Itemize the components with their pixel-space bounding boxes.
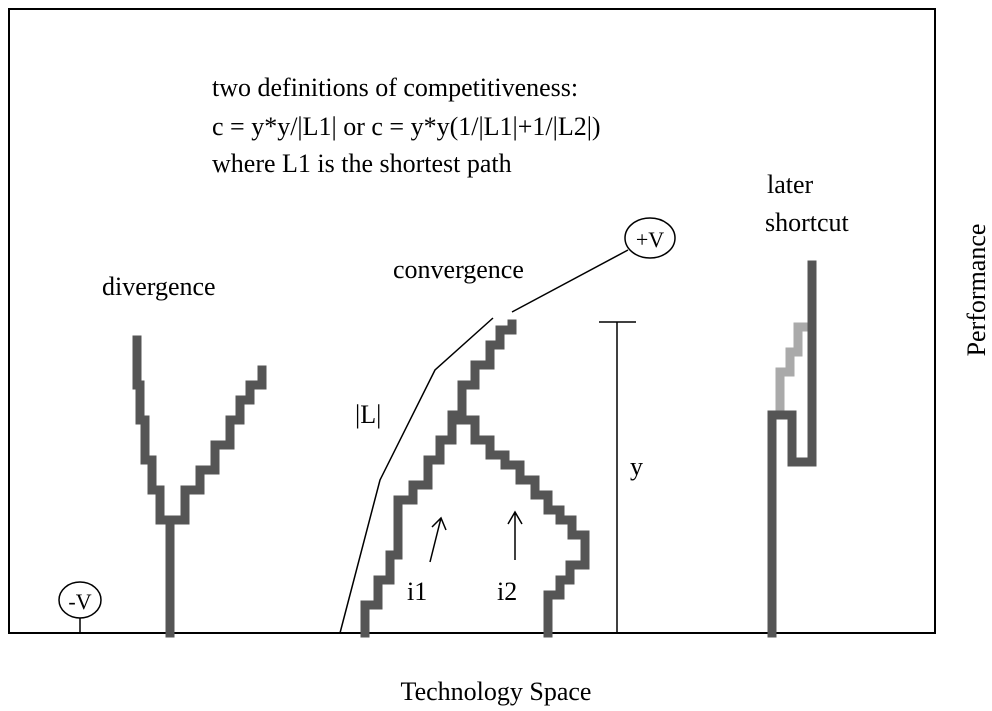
convergence-path — [455, 415, 590, 638]
convergence-path — [360, 319, 517, 638]
definition-line: two definitions of competitiveness: — [212, 73, 578, 102]
label: later — [767, 170, 814, 199]
y-axis-label: Performance — [962, 224, 991, 357]
label: convergence — [393, 255, 524, 284]
label: divergence — [102, 272, 216, 301]
divergence-path — [132, 335, 175, 638]
minus-v-circle — [58, 581, 102, 619]
label: -V — [68, 589, 91, 614]
label: |L| — [355, 400, 381, 429]
frame — [8, 8, 936, 634]
label: i2 — [497, 577, 517, 606]
arrow — [429, 516, 447, 563]
x-axis-label: Technology Space — [401, 677, 592, 706]
definition-line: c = y*y/|L1| or c = y*y(1/|L1|+1/|L2|) — [212, 112, 601, 141]
plus-v-line — [511, 249, 629, 313]
shortcut-path — [775, 322, 810, 412]
arrow — [507, 510, 523, 560]
label: shortcut — [765, 208, 850, 237]
length-line — [339, 317, 494, 634]
label: y — [630, 452, 643, 481]
definition-line: where L1 is the shortest path — [212, 149, 512, 178]
plus-v-circle — [624, 217, 676, 259]
label: i1 — [407, 577, 427, 606]
label: +V — [636, 227, 664, 252]
later-path — [767, 260, 817, 638]
divergence-path — [165, 365, 267, 525]
